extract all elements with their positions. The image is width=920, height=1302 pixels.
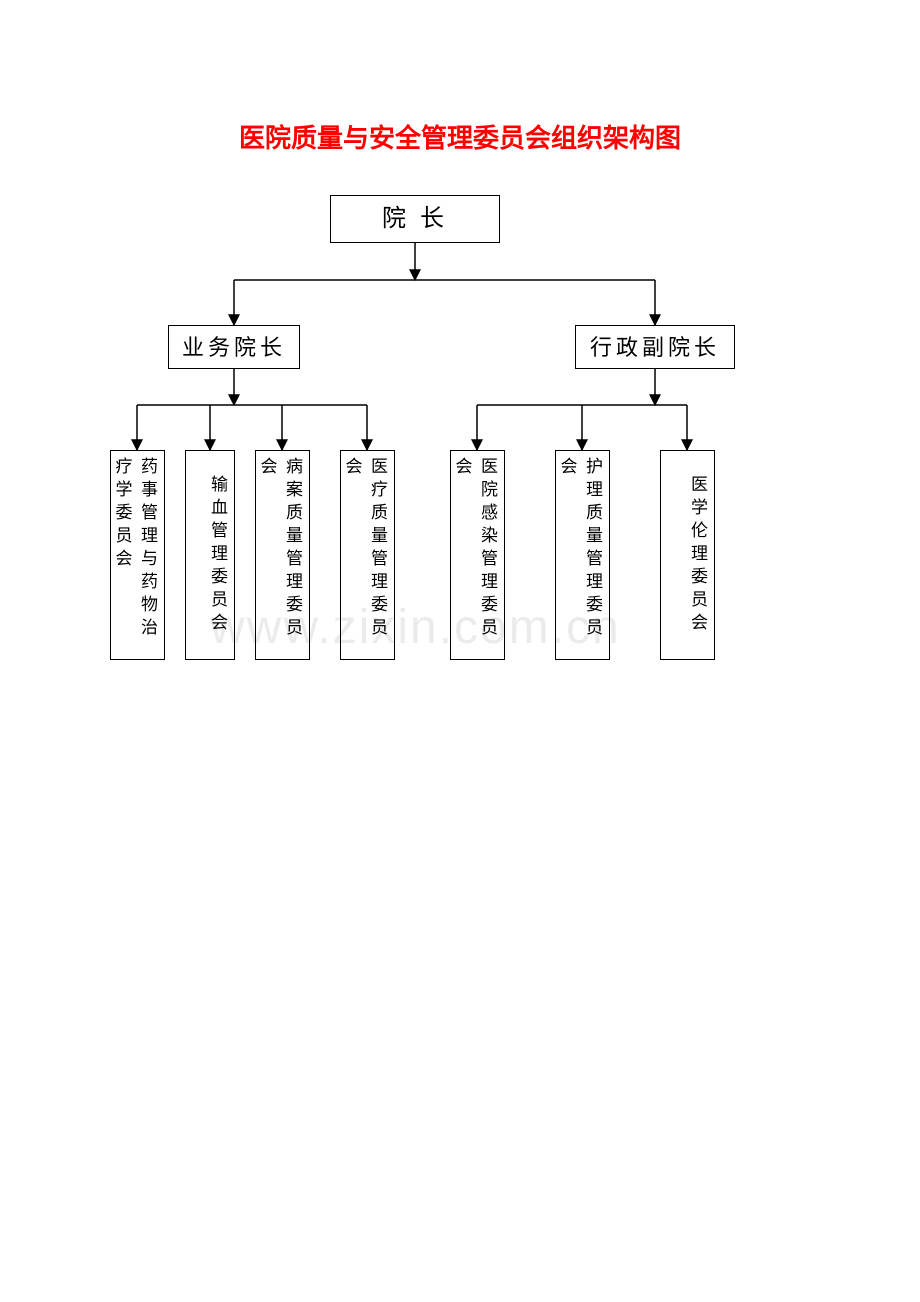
node-root: 院 长 <box>330 195 500 243</box>
node-leaf-ethics: 医学伦理委员会 <box>660 450 715 660</box>
node-business-dean: 业务院长 <box>168 325 300 369</box>
node-leaf-medical-quality: 医疗质量管理委员会 <box>340 450 395 660</box>
node-admin-vice-dean: 行政副院长 <box>575 325 735 369</box>
node-leaf-records: 病案质量管理委员会 <box>255 450 310 660</box>
node-leaf-nursing: 护理质量管理委员会 <box>555 450 610 660</box>
diagram-title: 医院质量与安全管理委员会组织架构图 <box>0 118 920 155</box>
node-leaf-pharmacy: 药事管理与药物治疗学委员会 <box>110 450 165 660</box>
node-leaf-transfusion: 输血管理委员会 <box>185 450 235 660</box>
node-leaf-infection: 医院感染管理委员会 <box>450 450 505 660</box>
